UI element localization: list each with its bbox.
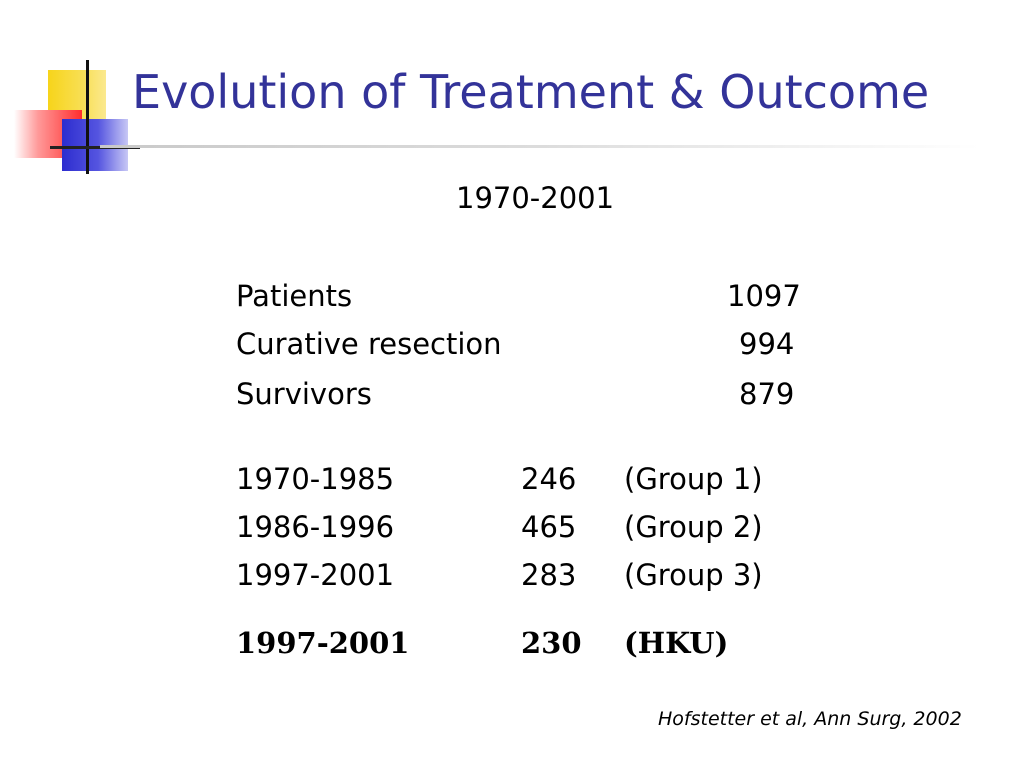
logo-vertical-line [86, 60, 89, 174]
slide-logo [0, 0, 140, 180]
slide-title: Evolution of Treatment & Outcome [132, 65, 930, 119]
citation-reference: Hofstetter et al, Ann Surg, 2002 [658, 708, 962, 730]
group-1-label: (Group 1) [624, 462, 763, 496]
logo-horizontal-line [50, 146, 140, 149]
group-2-period: 1986-1996 [236, 510, 395, 544]
totals-value-patients: 1097 [727, 279, 801, 313]
group-1-period: 1970-1985 [236, 462, 395, 496]
totals-value-curative-resection: 994 [739, 327, 795, 361]
totals-label-survivors: Survivors [236, 377, 372, 411]
title-divider [100, 145, 980, 148]
hku-count: 230 [521, 626, 582, 660]
group-3-period: 1997-2001 [236, 558, 395, 592]
totals-label-patients: Patients [236, 279, 353, 313]
totals-value-survivors: 879 [739, 377, 795, 411]
group-1-count: 246 [521, 462, 577, 496]
group-3-label: (Group 3) [624, 558, 763, 592]
group-2-count: 465 [521, 510, 577, 544]
group-3-count: 283 [521, 558, 577, 592]
date-range-subtitle: 1970-2001 [456, 181, 615, 215]
totals-label-curative-resection: Curative resection [236, 327, 502, 361]
hku-label: (HKU) [624, 626, 729, 660]
group-2-label: (Group 2) [624, 510, 763, 544]
hku-period: 1997-2001 [236, 626, 410, 660]
